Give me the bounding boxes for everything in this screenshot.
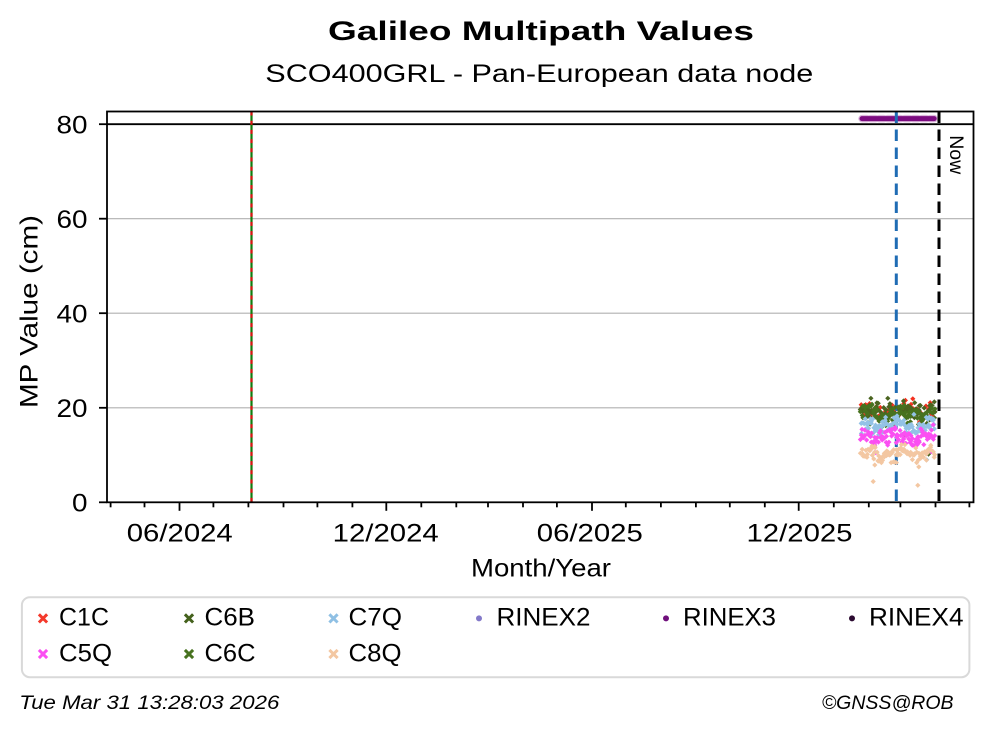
svg-text:0: 0 bbox=[72, 490, 88, 518]
svg-text:Now: Now bbox=[945, 135, 967, 175]
svg-text:SCO400GRL - Pan-European data: SCO400GRL - Pan-European data node bbox=[265, 60, 813, 88]
svg-text:06/2024: 06/2024 bbox=[127, 520, 233, 548]
svg-text:06/2025: 06/2025 bbox=[537, 520, 643, 548]
svg-text:Galileo Multipath Values: Galileo Multipath Values bbox=[328, 16, 754, 46]
svg-text:20: 20 bbox=[57, 395, 88, 423]
svg-text:C6B: C6B bbox=[205, 604, 256, 632]
svg-text:C7Q: C7Q bbox=[349, 604, 403, 632]
svg-text:Month/Year: Month/Year bbox=[471, 555, 611, 583]
svg-text:Tue Mar 31 13:28:03 2026: Tue Mar 31 13:28:03 2026 bbox=[19, 692, 279, 714]
svg-text:©GNSS@ROB: ©GNSS@ROB bbox=[822, 692, 954, 714]
svg-text:C6C: C6C bbox=[205, 639, 256, 667]
svg-text:RINEX2: RINEX2 bbox=[497, 604, 591, 632]
svg-text:C5Q: C5Q bbox=[59, 639, 112, 667]
svg-text:40: 40 bbox=[57, 300, 88, 328]
svg-text:60: 60 bbox=[57, 206, 88, 234]
svg-text:80: 80 bbox=[57, 111, 88, 139]
svg-text:C1C: C1C bbox=[59, 604, 109, 632]
svg-text:12/2024: 12/2024 bbox=[333, 520, 439, 548]
svg-text:RINEX4: RINEX4 bbox=[869, 604, 964, 632]
svg-text:C8Q: C8Q bbox=[349, 639, 402, 667]
svg-text:MP Value (cm): MP Value (cm) bbox=[15, 215, 43, 408]
svg-text:12/2025: 12/2025 bbox=[747, 520, 853, 548]
svg-text:RINEX3: RINEX3 bbox=[683, 604, 776, 632]
